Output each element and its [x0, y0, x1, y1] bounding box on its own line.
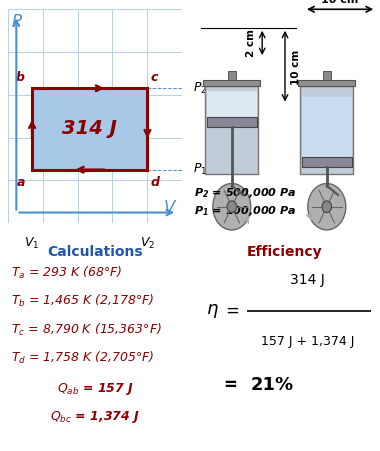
Text: $\bfit{P_2}$ = 500,000 Pa: $\bfit{P_2}$ = 500,000 Pa	[194, 186, 296, 200]
Text: d: d	[151, 176, 160, 189]
Text: c: c	[151, 71, 158, 84]
Text: 314 J: 314 J	[290, 273, 325, 287]
Text: 10 cm: 10 cm	[321, 0, 359, 5]
Text: $\mathit{V}$: $\mathit{V}$	[163, 199, 177, 217]
Text: $V_1$: $V_1$	[24, 236, 40, 251]
Text: $T_b$ = 1,465 K (2,178°F): $T_b$ = 1,465 K (2,178°F)	[11, 293, 155, 309]
Text: a: a	[17, 176, 25, 189]
Text: $V_2$: $V_2$	[140, 236, 155, 251]
Bar	[207, 117, 256, 128]
Text: =: =	[224, 377, 244, 394]
Text: $P_1$: $P_1$	[193, 162, 207, 177]
Bar	[302, 156, 352, 167]
Circle shape	[308, 184, 346, 230]
Text: $\mathit{P}$: $\mathit{P}$	[11, 13, 23, 31]
Text: $T_c$ = 8,790 K (15,363°F): $T_c$ = 8,790 K (15,363°F)	[11, 322, 162, 338]
Bar	[228, 71, 236, 80]
Circle shape	[213, 184, 251, 230]
Circle shape	[227, 201, 236, 212]
Text: $P_2$: $P_2$	[193, 81, 207, 96]
Text: b: b	[16, 71, 25, 84]
Text: =: =	[225, 302, 239, 320]
Bar	[323, 71, 331, 80]
Bar	[302, 97, 352, 156]
Text: $T_d$ = 1,758 K (2,705°F): $T_d$ = 1,758 K (2,705°F)	[11, 350, 155, 366]
Text: Efficiency: Efficiency	[247, 245, 323, 259]
Bar	[32, 88, 147, 170]
Bar	[300, 86, 353, 174]
Bar	[207, 91, 256, 117]
Bar	[205, 86, 258, 174]
Text: 157 J + 1,374 J: 157 J + 1,374 J	[261, 335, 355, 348]
Text: $\bfit{P_1}$ = 100,000 Pa: $\bfit{P_1}$ = 100,000 Pa	[194, 204, 296, 218]
Bar	[298, 80, 355, 86]
Text: $T_a$ = 293 K (68°F): $T_a$ = 293 K (68°F)	[11, 265, 123, 281]
Text: $Q_{ab}$ = 157 J: $Q_{ab}$ = 157 J	[57, 381, 133, 397]
Circle shape	[322, 201, 331, 212]
Text: $Q_{bc}$ = 1,374 J: $Q_{bc}$ = 1,374 J	[50, 409, 140, 425]
Text: 2 cm: 2 cm	[247, 29, 256, 57]
Text: $\eta$: $\eta$	[206, 302, 219, 320]
Text: 314 J: 314 J	[62, 120, 117, 138]
Text: Calculations: Calculations	[47, 245, 143, 259]
Bar	[203, 80, 260, 86]
Text: 21%: 21%	[251, 377, 294, 394]
Text: 10 cm: 10 cm	[291, 50, 301, 85]
